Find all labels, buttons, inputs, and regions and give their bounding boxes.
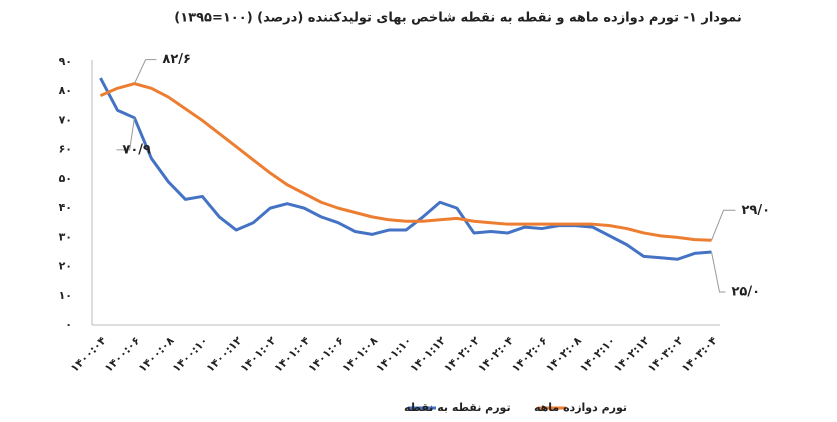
x-tick-label: ۱۴۰۱:۱۰ <box>373 334 414 375</box>
x-tick-label: ۱۴۰۱:۱۲ <box>407 334 448 375</box>
y-tick-label: ۲۰ <box>59 260 72 273</box>
series-line <box>99 82 712 242</box>
series-line <box>99 77 712 261</box>
leader-line <box>116 117 135 151</box>
x-tick-label: ۱۴۰۱:۰۴ <box>272 334 313 375</box>
chart-title: نمودار ۱- تورم دوازده ماهه و نقطه به نقط… <box>174 11 741 26</box>
x-tick-label: ۱۴۰۲:۰۲ <box>441 334 482 375</box>
y-tick-label: ۵۰ <box>59 172 72 185</box>
y-tick-label: ۶۰ <box>59 143 72 156</box>
leader-line <box>133 59 157 84</box>
y-tick-label: ۱۰ <box>59 289 72 302</box>
x-tick-label: ۱۴۰۱:۰۸ <box>340 334 381 375</box>
x-tick-label: ۱۴۰۲:۰۴ <box>475 334 516 375</box>
y-tick-label: ۸۰ <box>59 84 72 97</box>
y-tick-label: ۴۰ <box>59 201 72 214</box>
data-label: ۷۰/۹ <box>122 142 151 157</box>
x-tick-label: ۱۴۰۳:۰۴ <box>679 334 720 375</box>
x-tick-label: ۱۴۰۰:۰۶ <box>102 334 143 375</box>
leader-line <box>711 209 736 241</box>
y-tick-label: ۰ <box>65 318 72 331</box>
x-tick-label: ۱۴۰۱:۰۶ <box>306 334 347 375</box>
y-tick-label: ۳۰ <box>59 230 72 243</box>
y-tick-label: ۹۰ <box>59 55 72 68</box>
x-tick-label: ۱۴۰۰:۱۰ <box>170 334 211 375</box>
data-label: ۲۵/۰ <box>732 284 761 299</box>
x-tick-label: ۱۴۰۱:۰۲ <box>238 334 279 375</box>
x-tick-label: ۱۴۰۲:۰۶ <box>509 334 550 375</box>
x-tick-label: ۱۴۰۳:۰۲ <box>645 334 686 375</box>
leader-line <box>711 251 726 293</box>
x-tick-label: ۱۴۰۲:۱۰ <box>577 334 618 375</box>
x-tick-label: ۱۴۰۲:۱۲ <box>611 334 652 375</box>
x-tick-label: ۱۴۰۰:۰۴ <box>68 334 109 375</box>
data-label: ۲۹/۰ <box>742 203 771 218</box>
legend-label: تورم دوازده ماهه <box>534 401 627 414</box>
y-tick-label: ۷۰ <box>59 113 72 126</box>
x-tick-label: ۱۴۰۰:۱۲ <box>204 334 245 375</box>
x-tick-label: ۱۴۰۰:۰۸ <box>136 334 177 375</box>
x-tick-label: ۱۴۰۲:۰۸ <box>543 334 584 375</box>
legend-label: تورم نقطه به نقطه <box>404 401 511 414</box>
data-label: ۸۲/۶ <box>162 52 191 67</box>
